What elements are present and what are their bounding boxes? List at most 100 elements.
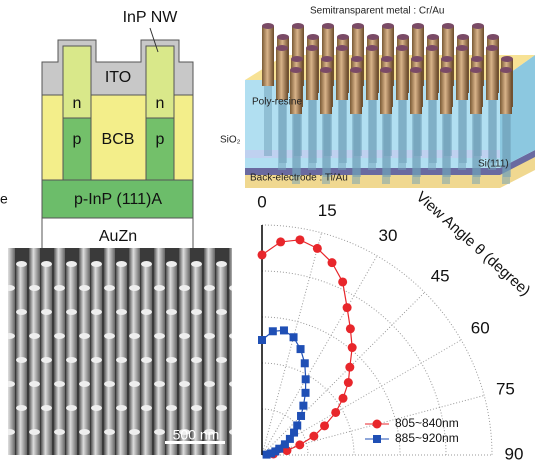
pillar-top — [241, 309, 252, 315]
pillar — [79, 288, 90, 336]
pillar-top — [129, 285, 140, 291]
pillar-top — [241, 261, 252, 267]
label: n — [73, 95, 82, 112]
pillar — [66, 312, 77, 360]
figure: InP NW ITO n n BCB p p p-InP (111)A AuZn… — [0, 0, 537, 462]
pillar-top — [154, 285, 165, 291]
nanowire-top — [501, 56, 513, 62]
label: e — [0, 191, 8, 207]
pillar — [129, 336, 140, 384]
nanowire-top — [350, 67, 362, 73]
pillar-top — [129, 381, 140, 387]
pillar — [116, 264, 127, 312]
pillar — [229, 384, 240, 432]
pillar — [104, 432, 115, 462]
point — [295, 235, 304, 244]
point — [269, 327, 277, 335]
pillar-top — [29, 333, 40, 339]
pillar — [154, 288, 165, 336]
point — [290, 333, 298, 341]
nanowire-top — [396, 45, 408, 51]
nanowire-top — [351, 56, 363, 62]
nanowire — [320, 70, 332, 114]
pillar — [91, 264, 102, 312]
pillar-top — [241, 405, 252, 411]
pillar — [166, 312, 177, 360]
point — [320, 421, 329, 430]
pillar-top — [16, 261, 27, 267]
pillar — [104, 288, 115, 336]
nanowire-top — [307, 34, 319, 40]
pillar — [29, 384, 40, 432]
point — [258, 336, 266, 344]
label: InP NW — [123, 9, 179, 26]
pillar — [191, 312, 202, 360]
pillar-top — [141, 357, 152, 363]
nanowire — [426, 48, 438, 100]
nanowire-top — [352, 23, 364, 29]
nanowire-top — [441, 56, 453, 62]
pillar — [166, 264, 177, 312]
pillar-top — [141, 309, 152, 315]
pillar-top — [29, 429, 40, 435]
nanowire — [262, 26, 274, 86]
nanowire — [350, 70, 362, 114]
pillar — [41, 408, 52, 456]
pillar — [91, 408, 102, 456]
grid-spoke — [262, 233, 322, 455]
pillar-top — [16, 405, 27, 411]
point — [346, 324, 355, 333]
nanowire-top — [306, 45, 318, 51]
pillar — [79, 432, 90, 462]
nanowire — [456, 48, 468, 100]
pillar-top — [41, 261, 52, 267]
pillar-top — [79, 381, 90, 387]
legend-label: 805~840nm — [395, 416, 459, 430]
pillar-top — [141, 261, 152, 267]
theta-tick-label: 75 — [496, 379, 515, 398]
pillar — [129, 384, 140, 432]
nanowire — [440, 70, 452, 114]
pillar — [54, 432, 65, 462]
point — [280, 326, 288, 334]
pillar-top — [91, 309, 102, 315]
pillar — [204, 288, 215, 336]
point — [258, 250, 267, 259]
pillar-top — [229, 381, 240, 387]
pillar — [29, 240, 40, 288]
pillar — [229, 288, 240, 336]
pillar-top — [4, 333, 15, 339]
point — [328, 258, 337, 267]
pillar-top — [229, 429, 240, 435]
point — [309, 432, 318, 441]
pillar — [129, 432, 140, 462]
nanowire-top — [336, 45, 348, 51]
nanowire-body — [502, 114, 510, 184]
nanowire-top — [500, 67, 512, 73]
nanowire-top — [472, 23, 484, 29]
point — [343, 303, 352, 312]
point — [263, 451, 271, 459]
nanowire — [336, 48, 348, 100]
theta-tick-label: 45 — [431, 266, 450, 285]
theta-tick-label: 0 — [257, 192, 266, 211]
nanowire-top — [456, 45, 468, 51]
pillar-top — [104, 429, 115, 435]
nanowire-top — [276, 45, 288, 51]
pillar — [216, 312, 227, 360]
pillar — [66, 408, 77, 456]
pillar-top — [204, 237, 215, 243]
pillar — [216, 264, 227, 312]
pillar-top — [241, 357, 252, 363]
point — [313, 244, 322, 253]
label: p — [156, 131, 165, 148]
pillar — [191, 360, 202, 408]
point — [302, 375, 310, 383]
pillar-top — [116, 309, 127, 315]
pillar — [66, 360, 77, 408]
pillar-top — [79, 285, 90, 291]
nanowire-body — [398, 100, 406, 170]
nanowire-top — [262, 23, 274, 29]
pillar-top — [216, 405, 227, 411]
point — [331, 408, 340, 417]
